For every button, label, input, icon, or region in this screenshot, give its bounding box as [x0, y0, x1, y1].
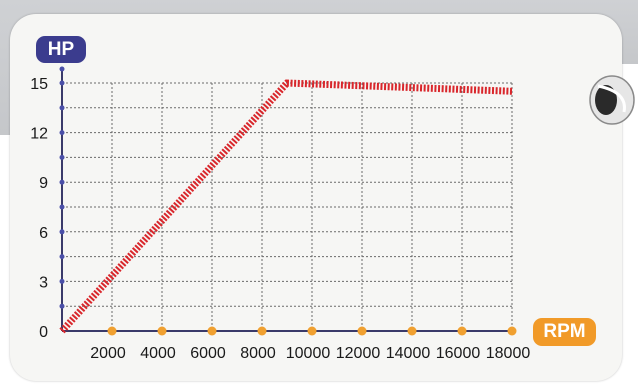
chart-series: [59, 79, 513, 334]
y-tick-dot: [59, 154, 65, 160]
x-tick-dot: [457, 326, 467, 336]
y-tick-label: 12: [30, 126, 48, 143]
x-tick-dot: [407, 326, 417, 336]
x-tick-dot: [307, 326, 317, 336]
hp-curve-line: [59, 79, 513, 334]
y-tick-dot: [59, 254, 65, 260]
x-tick-dot: [257, 326, 267, 336]
y-tick-label: 9: [39, 175, 48, 192]
chart-axes: [59, 66, 517, 336]
x-tick-dot: [157, 326, 167, 336]
x-tick-label: 4000: [140, 345, 176, 362]
chart-grid: [62, 82, 513, 331]
x-tick-label: 6000: [190, 345, 226, 362]
x-tick-label: 8000: [240, 345, 276, 362]
x-tick-label: 10000: [286, 345, 331, 362]
y-tick-dot: [59, 204, 65, 210]
x-tick-label: 12000: [336, 345, 381, 362]
x-tick-label: 14000: [386, 345, 431, 362]
x-tick-dot: [507, 326, 517, 336]
x-tick-label: 16000: [436, 345, 481, 362]
y-tick-dot: [59, 130, 65, 136]
x-tick-dot: [357, 326, 367, 336]
x-axis-label-badge: RPM: [533, 318, 596, 346]
y-tick-label: 6: [39, 225, 48, 242]
engine-part-icon: [589, 75, 635, 125]
y-tick-dot: [59, 278, 65, 284]
y-tick-dot: [59, 105, 65, 111]
y-tick-dot: [59, 179, 65, 185]
x-tick-dot: [207, 326, 217, 336]
y-tick-label: 3: [39, 274, 48, 291]
y-tick-label: 0: [39, 324, 48, 341]
engine-part-highlight: [597, 84, 626, 113]
y-tick-dot: [59, 66, 65, 72]
y-tick-dot: [59, 80, 65, 86]
engine-part-core: [595, 85, 617, 115]
chart-tick-labels: 2000 4000 6000 8000 10000 12000 14000 16000 1800…: [30, 76, 530, 362]
x-tick-dot: [107, 326, 117, 336]
y-tick-dot: [59, 229, 65, 235]
y-tick-label: 15: [30, 76, 48, 93]
y-tick-dot: [59, 303, 65, 309]
y-axis-label-badge: HP: [36, 36, 86, 63]
x-tick-label: 18000: [486, 345, 531, 362]
x-tick-label: 2000: [90, 345, 126, 362]
